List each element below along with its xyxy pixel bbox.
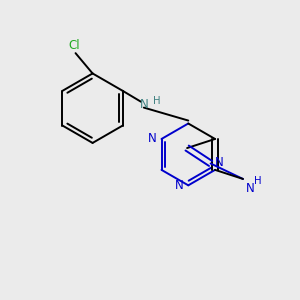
Text: H: H [254,176,262,186]
Text: N: N [246,182,255,195]
Text: N: N [175,179,184,192]
Text: Cl: Cl [68,39,80,52]
Text: H: H [153,96,160,106]
Text: N: N [148,132,157,145]
Text: N: N [140,98,148,111]
Text: N: N [215,155,224,169]
